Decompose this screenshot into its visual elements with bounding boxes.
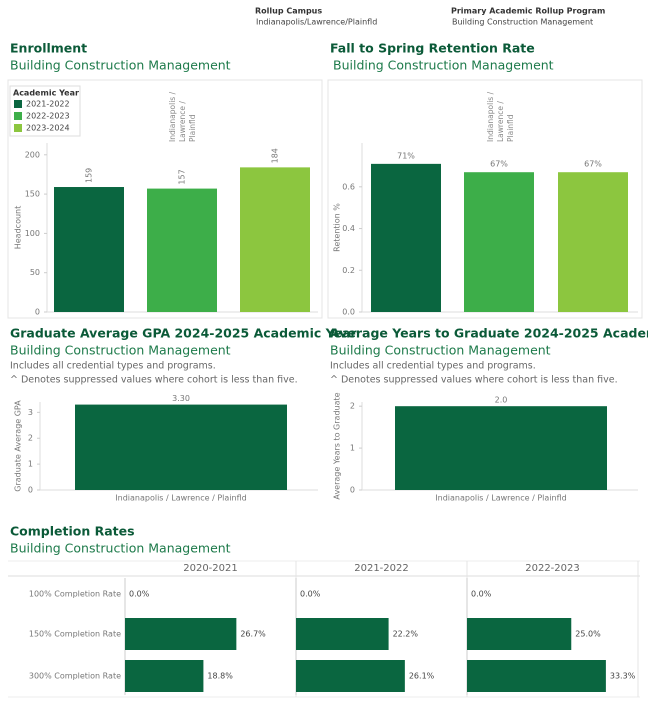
- chart-subtitle: Building Construction Management: [10, 541, 231, 556]
- y-tick-label: 50: [30, 268, 40, 277]
- data-label: 159: [85, 168, 94, 183]
- y-tick-label: 0: [28, 486, 33, 495]
- filter-value: Building Construction Management: [452, 18, 593, 27]
- y-tick-label: 200: [25, 150, 40, 159]
- bar: [125, 618, 237, 650]
- data-label: 3.30: [172, 394, 190, 403]
- y-tick-label: 100: [25, 229, 40, 238]
- chart-note: Includes all credential types and progra…: [10, 361, 216, 372]
- bar: [125, 660, 204, 692]
- bar: [147, 188, 217, 312]
- y-tick-label: 2: [350, 402, 355, 411]
- legend-label: 2021-2022: [26, 100, 70, 109]
- legend-label: 2023-2024: [26, 124, 70, 133]
- y-tick-label: 2: [28, 434, 33, 443]
- bar: [467, 618, 572, 650]
- x-tick-label: Indianapolis / Lawrence / Plainfld: [435, 494, 566, 503]
- data-label: 0.0%: [129, 590, 150, 599]
- y-tick-label: 1: [350, 444, 355, 453]
- row-label: 100% Completion Rate: [29, 590, 121, 599]
- bar: [558, 172, 628, 312]
- bar: [464, 172, 534, 312]
- data-label: 33.3%: [610, 672, 636, 681]
- data-label: 22.2%: [393, 630, 419, 639]
- data-label: 71%: [397, 151, 415, 160]
- panel-header: 2022-2023: [525, 563, 580, 574]
- data-label: 18.8%: [207, 672, 233, 681]
- data-label: 0.0%: [471, 590, 492, 599]
- bar: [296, 618, 389, 650]
- column-header: Indianapolis / Lawrence / Plainfld: [486, 91, 515, 142]
- chart-title: Fall to Spring Retention Rate: [330, 41, 535, 56]
- chart-title: Completion Rates: [10, 524, 135, 539]
- data-label: 26.1%: [409, 672, 435, 681]
- chart-note: Includes all credential types and progra…: [330, 361, 536, 372]
- y-tick-label: 0: [35, 308, 40, 317]
- y-tick-label: 1: [28, 460, 33, 469]
- filter-label: Rollup Campus: [255, 7, 322, 16]
- y-tick-label: 0.4: [342, 224, 355, 233]
- legend-title: Academic Year: [13, 89, 79, 98]
- chart-title: Enrollment: [10, 41, 87, 56]
- chart-subtitle: Building Construction Management: [333, 58, 554, 73]
- bar: [296, 660, 405, 692]
- y-axis-title: Headcount: [14, 206, 23, 250]
- panel-header: 2020-2021: [183, 563, 238, 574]
- y-axis-title: Average Years to Graduate: [333, 392, 342, 499]
- bar: [371, 163, 441, 312]
- data-label: 157: [178, 169, 187, 184]
- legend-swatch: [14, 124, 22, 132]
- row-label: 300% Completion Rate: [29, 672, 121, 681]
- chart-subtitle: Building Construction Management: [10, 343, 231, 358]
- y-tick-label: 3: [28, 408, 33, 417]
- bar: [467, 660, 606, 692]
- row-label: 150% Completion Rate: [29, 630, 121, 639]
- bar: [240, 167, 310, 312]
- chart-subtitle: Building Construction Management: [10, 58, 231, 73]
- data-label: 25.0%: [575, 630, 601, 639]
- y-tick-label: 150: [25, 190, 40, 199]
- filter-label: Primary Academic Rollup Program: [451, 7, 605, 16]
- data-label: 184: [271, 148, 280, 163]
- legend-label: 2022-2023: [26, 112, 70, 121]
- chart-note: ^ Denotes suppressed values where cohort…: [10, 375, 298, 386]
- y-tick-label: 0: [350, 486, 355, 495]
- bar: [395, 406, 607, 490]
- x-tick-label: Indianapolis / Lawrence / Plainfld: [115, 494, 246, 503]
- column-header-text: Indianapolis / Lawrence / Plainfld: [486, 91, 515, 142]
- chart-note: ^ Denotes suppressed values where cohort…: [330, 375, 618, 386]
- y-axis-title: Graduate Average GPA: [14, 400, 23, 492]
- chart-subtitle: Building Construction Management: [330, 343, 551, 358]
- y-tick-label: 0.6: [342, 182, 355, 191]
- chart-title: Average Years to Graduate 2024-2025 Acad…: [330, 326, 648, 341]
- legend-swatch: [14, 112, 22, 120]
- legend-swatch: [14, 100, 22, 108]
- data-label: 0.0%: [300, 590, 321, 599]
- filter-value: Indianapolis/Lawrence/Plainfld: [256, 18, 377, 27]
- column-header-text: Indianapolis / Lawrence / Plainfld: [168, 91, 197, 142]
- bar: [54, 187, 124, 312]
- data-label: 2.0: [495, 396, 508, 405]
- y-tick-label: 0.2: [342, 266, 355, 275]
- panel-frame: [7, 79, 323, 319]
- y-axis-title: Retention %: [333, 203, 342, 252]
- column-header: Indianapolis / Lawrence / Plainfld: [168, 91, 197, 142]
- data-label: 67%: [584, 160, 602, 169]
- panel-header: 2021-2022: [354, 563, 409, 574]
- panel-frame: [327, 79, 643, 319]
- bar: [75, 404, 287, 490]
- chart-title: Graduate Average GPA 2024-2025 Academic …: [10, 326, 357, 341]
- y-tick-label: 0.0: [342, 308, 355, 317]
- data-label: 67%: [490, 160, 508, 169]
- data-label: 26.7%: [240, 630, 266, 639]
